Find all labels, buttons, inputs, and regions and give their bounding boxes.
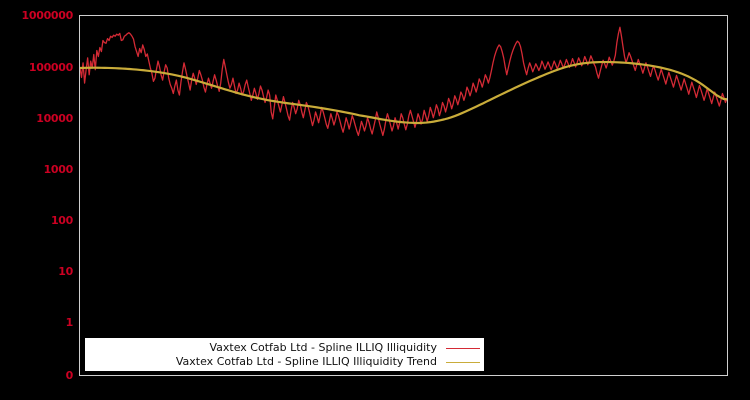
y-axis-tick-0: 0	[65, 368, 74, 382]
chart-legend: Vaxtex Cotfab Ltd - Spline ILLIQ Illiqui…	[85, 338, 484, 371]
y-axis-tick-1: 1	[65, 315, 74, 329]
y-axis-tick-labels: 1000000 100000 10000 1000 100 10 1 0	[0, 0, 74, 400]
series-line-illiquidity	[80, 26, 727, 137]
y-axis-tick-10000: 10000	[36, 112, 73, 125]
plot-area	[79, 15, 728, 376]
series-line-illiquidity-trend	[80, 60, 727, 125]
legend-label-illiquidity-trend: Vaxtex Cotfab Ltd - Spline ILLIQ Illiqui…	[175, 354, 437, 368]
y-axis-tick-1000: 1000	[43, 163, 74, 176]
y-axis-tick-1000000: 1000000	[21, 8, 74, 22]
legend-item[interactable]: Vaxtex Cotfab Ltd - Spline ILLIQ Illiqui…	[85, 355, 480, 369]
legend-swatch-illiquidity-trend	[446, 356, 480, 367]
plot-svg	[80, 26, 727, 137]
y-axis-tick-100: 100	[50, 214, 73, 227]
y-axis-tick-10: 10	[58, 264, 73, 278]
legend-swatch-illiquidity	[446, 342, 480, 353]
y-axis-tick-100000: 100000	[28, 61, 73, 74]
legend-item[interactable]: Vaxtex Cotfab Ltd - Spline ILLIQ Illiqui…	[85, 341, 480, 355]
legend-label-illiquidity: Vaxtex Cotfab Ltd - Spline ILLIQ Illiqui…	[209, 340, 437, 354]
